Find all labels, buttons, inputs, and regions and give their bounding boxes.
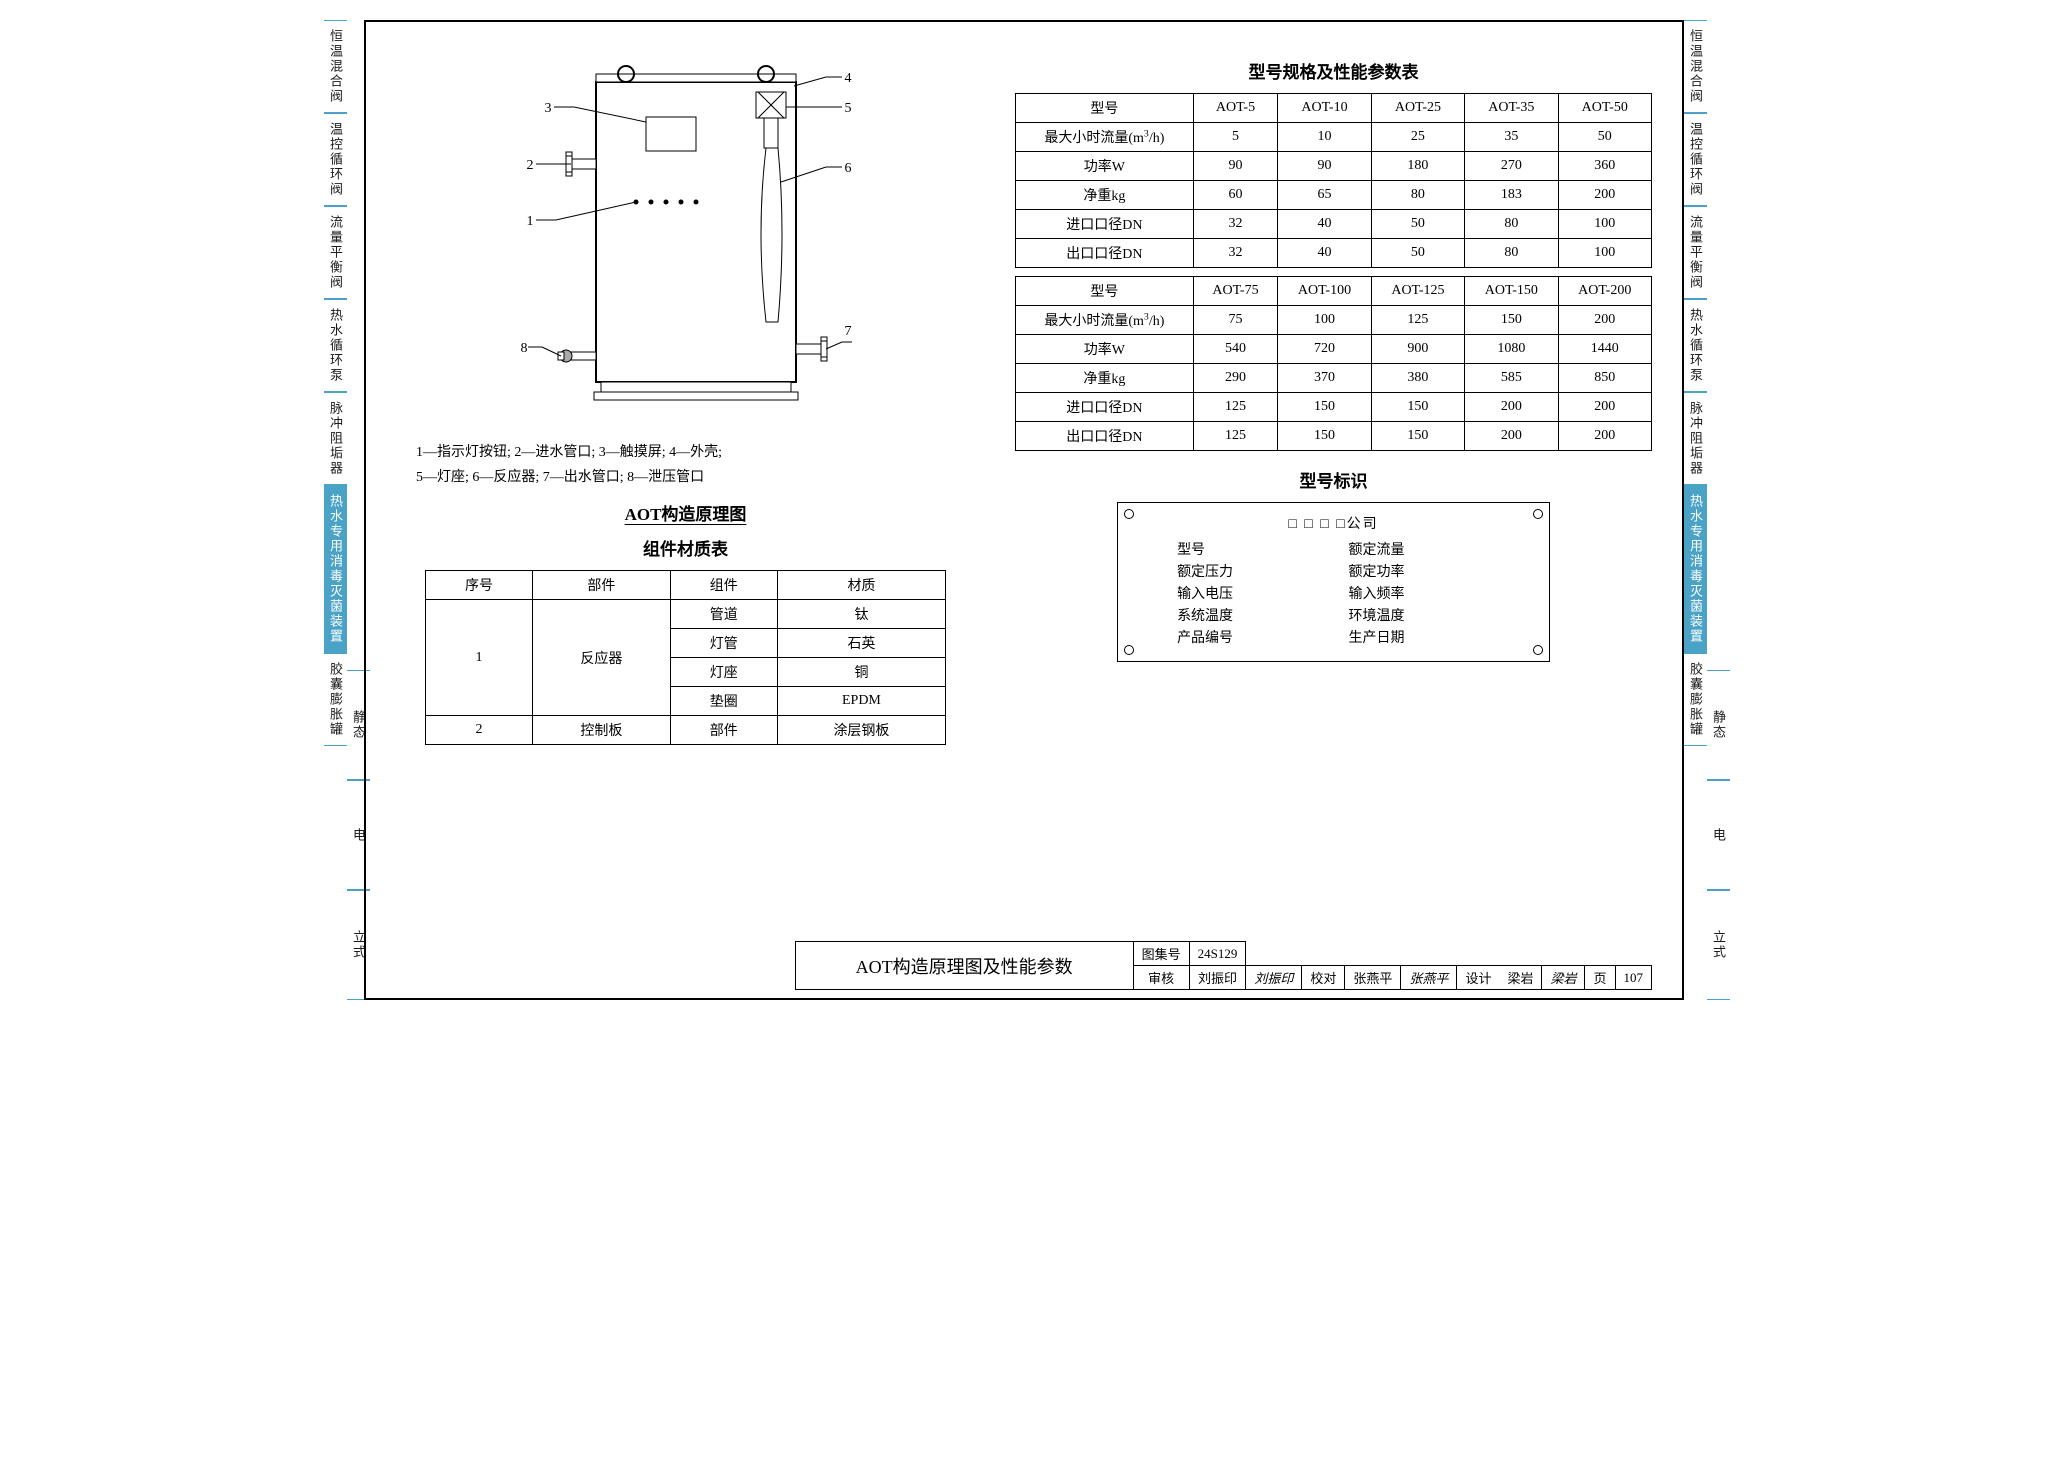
nameplate-field: 环境温度 [1349, 605, 1490, 625]
svg-text:8: 8 [520, 341, 527, 356]
drawing-frame: 1 2 3 4 5 6 7 8 1—指示灯按钮; 2—进水管口; 3—触摸屏; … [364, 20, 1684, 1000]
svg-text:1: 1 [526, 214, 533, 229]
side-tab[interactable]: 立式 [1707, 890, 1730, 1000]
title-block: AOT构造原理图及性能参数 图集号 24S129 审核 刘振印 刘振印 校对 张… [795, 941, 1652, 990]
side-tab[interactable]: 热水专用消毒灭菌装置 [1684, 485, 1707, 653]
side-tab[interactable]: 流量平衡阀 [324, 206, 347, 299]
nameplate: □ □ □ □公司 型号 额定流量额定压力 额定功率输入电压 输入频率系统温度 环境温度… [1117, 502, 1550, 662]
side-tab[interactable]: 脉冲阻垢器 [324, 392, 347, 485]
svg-text:7: 7 [844, 324, 851, 339]
side-tab[interactable]: 恒温混合阀 [324, 20, 347, 113]
page-no: 107 [1615, 966, 1651, 989]
side-tab[interactable]: 热水循环泵 [324, 299, 347, 392]
nameplate-field: 生产日期 [1349, 627, 1490, 647]
svg-text:5: 5 [844, 101, 851, 116]
spec-table-title: 型号规格及性能参数表 [1015, 58, 1652, 83]
nameplate-field: 型号 [1177, 539, 1318, 559]
designer-sig: 梁岩 [1542, 966, 1585, 989]
device-diagram: 1 2 3 4 5 6 7 8 [516, 52, 856, 432]
svg-text:6: 6 [844, 161, 851, 176]
side-tab[interactable]: 胶囊膨胀罐 [324, 653, 347, 746]
material-table: 序号部件组件材质1反应器管道钛灯管石英灯座铜垫圈EPDM2控制板部件涂层钢板 [425, 570, 946, 745]
side-tab[interactable]: 温控循环阀 [324, 113, 347, 206]
svg-text:4: 4 [844, 71, 851, 86]
side-tab[interactable]: 电 [1707, 780, 1730, 890]
design-label: 设计 [1457, 966, 1500, 990]
nameplate-field: 产品编号 [1177, 627, 1318, 647]
reviewer: 刘振印 [1189, 966, 1246, 990]
side-tab[interactable]: 热水循环泵 [1684, 299, 1707, 392]
nameplate-field: 额定压力 [1177, 561, 1318, 581]
side-tab[interactable]: 热水专用消毒灭菌装置 [324, 485, 347, 653]
nameplate-field: 输入频率 [1349, 583, 1490, 603]
review-label: 审核 [1133, 966, 1189, 990]
reviewer-sig: 刘振印 [1246, 966, 1302, 990]
right-side-tabs: 恒温混合阀温控循环阀流量平衡阀热水循环泵脉冲阻垢器热水专用消毒灭菌装置胶囊膨胀罐… [1684, 20, 1724, 1000]
side-tab[interactable]: 流量平衡阀 [1684, 206, 1707, 299]
legend-line-2: 5—灯座; 6—反应器; 7—出水管口; 8—泄压管口 [416, 465, 975, 490]
left-column: 1 2 3 4 5 6 7 8 1—指示灯按钮; 2—进水管口; 3—触摸屏; … [396, 52, 975, 745]
side-tab[interactable]: 脉冲阻垢器 [1684, 392, 1707, 485]
side-tab[interactable]: 恒温混合阀 [1684, 20, 1707, 113]
checker: 张燕平 [1345, 966, 1401, 990]
diagram-title: AOT构造原理图 [396, 500, 975, 525]
svg-text:3: 3 [544, 101, 551, 116]
side-tab[interactable]: 温控循环阀 [1684, 113, 1707, 206]
checker-sig: 张燕平 [1401, 966, 1457, 990]
nameplate-company: □ □ □ □公司 [1138, 513, 1529, 533]
right-column: 型号规格及性能参数表 型号AOT-5AOT-10AOT-25AOT-35AOT-… [1015, 52, 1652, 745]
nameplate-field: 额定功率 [1349, 561, 1490, 581]
check-label: 校对 [1302, 966, 1345, 990]
sheet-title: AOT构造原理图及性能参数 [795, 942, 1133, 990]
svg-text:2: 2 [526, 158, 533, 173]
nameplate-field: 系统温度 [1177, 605, 1318, 625]
nameplate-field: 额定流量 [1349, 539, 1490, 559]
callout-legend: 1—指示灯按钮; 2—进水管口; 3—触摸屏; 4—外壳; 5—灯座; 6—反应… [416, 440, 975, 490]
left-side-tabs: 恒温混合阀温控循环阀流量平衡阀热水循环泵脉冲阻垢器热水专用消毒灭菌装置胶囊膨胀罐… [324, 20, 364, 1000]
set-label: 图集号 [1133, 942, 1189, 966]
nameplate-title: 型号标识 [1015, 467, 1652, 492]
spec-table: 型号AOT-5AOT-10AOT-25AOT-35AOT-50最大小时流量(m3… [1015, 93, 1652, 451]
page-label: 页 [1585, 966, 1615, 989]
legend-line-1: 1—指示灯按钮; 2—进水管口; 3—触摸屏; 4—外壳; [416, 440, 975, 465]
nameplate-field: 输入电压 [1177, 583, 1318, 603]
designer: 梁岩 [1499, 966, 1542, 989]
set-no: 24S129 [1189, 942, 1246, 966]
side-tab[interactable]: 胶囊膨胀罐 [1684, 653, 1707, 746]
material-table-title: 组件材质表 [396, 535, 975, 560]
side-tab[interactable]: 静态 [1707, 670, 1730, 780]
